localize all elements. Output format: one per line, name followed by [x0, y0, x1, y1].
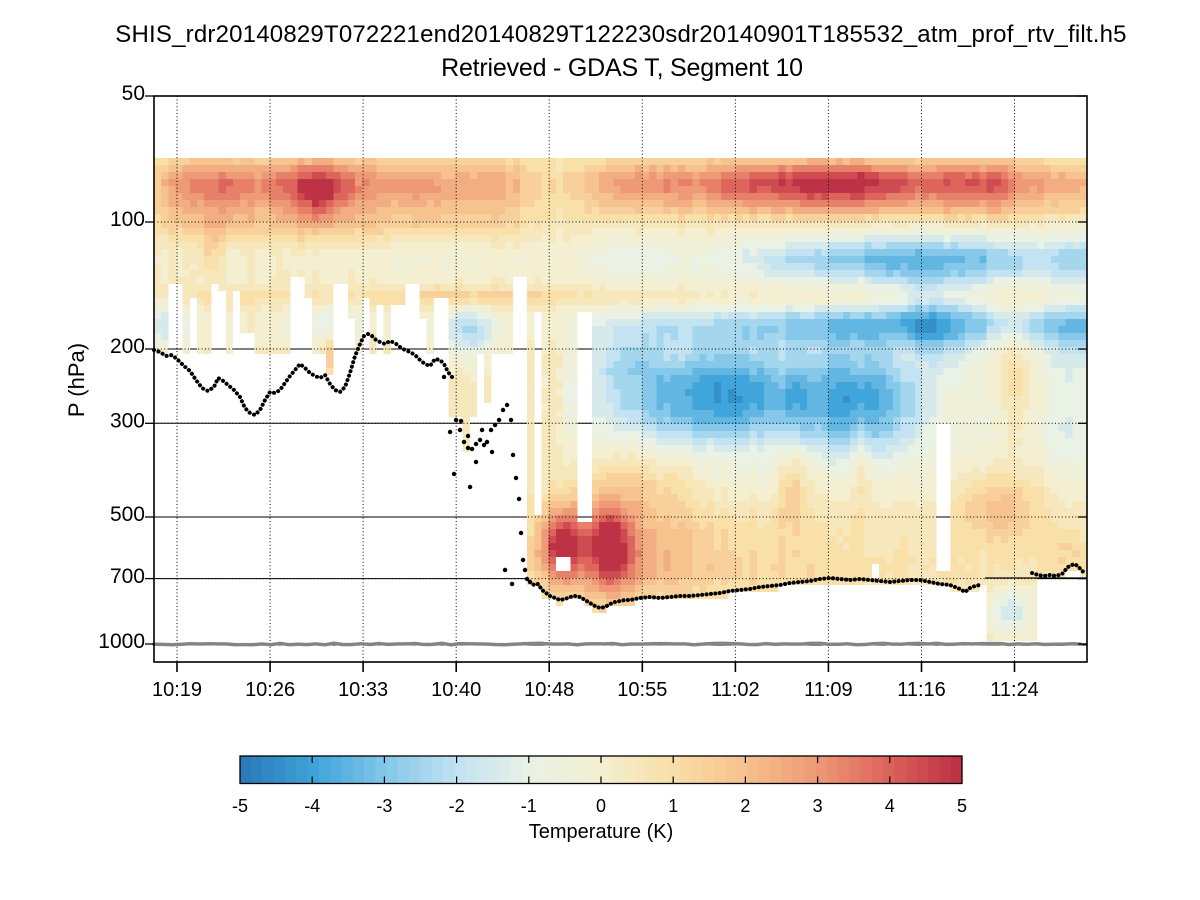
svg-text:10:48: 10:48 — [524, 679, 574, 701]
svg-text:50: 50 — [122, 82, 145, 105]
svg-text:10:33: 10:33 — [338, 679, 388, 701]
svg-text:10:40: 10:40 — [431, 679, 481, 701]
svg-text:-1: -1 — [521, 796, 537, 816]
svg-text:-5: -5 — [232, 796, 248, 816]
svg-text:P (hPa): P (hPa) — [64, 343, 89, 417]
svg-text:10:26: 10:26 — [245, 679, 295, 701]
svg-text:11:16: 11:16 — [897, 679, 946, 701]
svg-text:100: 100 — [110, 208, 145, 231]
svg-text:4: 4 — [885, 796, 895, 816]
svg-text:11:24: 11:24 — [990, 679, 1039, 701]
svg-text:-4: -4 — [304, 796, 320, 816]
svg-text:Retrieved - GDAS T, Segment 10: Retrieved - GDAS T, Segment 10 — [441, 54, 803, 82]
svg-text:SHIS_rdr20140829T072221end2014: SHIS_rdr20140829T072221end20140829T12223… — [115, 21, 1126, 48]
svg-text:5: 5 — [957, 796, 967, 816]
svg-text:1000: 1000 — [98, 630, 145, 653]
svg-text:3: 3 — [813, 796, 823, 816]
svg-text:11:02: 11:02 — [711, 679, 760, 701]
svg-text:2: 2 — [740, 796, 750, 816]
svg-text:-3: -3 — [376, 796, 392, 816]
svg-text:1: 1 — [668, 796, 678, 816]
svg-text:10:19: 10:19 — [152, 679, 202, 701]
svg-text:300: 300 — [110, 410, 145, 433]
svg-text:11:09: 11:09 — [804, 679, 853, 701]
svg-text:700: 700 — [110, 565, 145, 588]
svg-text:10:55: 10:55 — [617, 679, 667, 701]
svg-text:0: 0 — [596, 796, 606, 816]
svg-text:Temperature (K): Temperature (K) — [529, 821, 674, 843]
svg-text:200: 200 — [110, 335, 145, 358]
svg-text:500: 500 — [110, 503, 145, 526]
svg-text:-2: -2 — [449, 796, 465, 816]
